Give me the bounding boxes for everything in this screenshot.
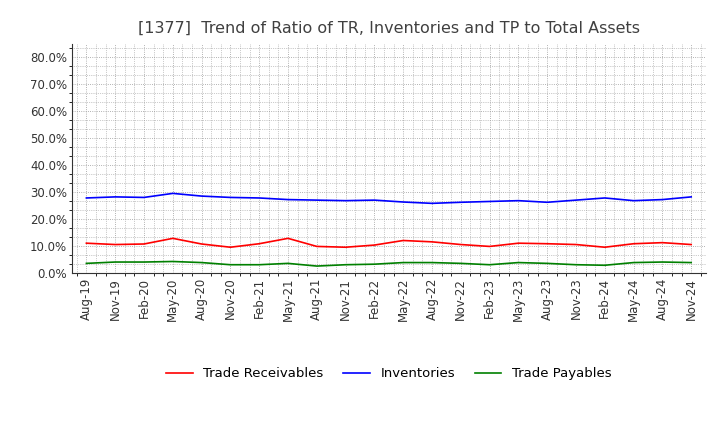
Trade Receivables <box>600 245 609 250</box>
Trade Payables <box>226 262 235 268</box>
Inventories <box>226 195 235 200</box>
Trade Payables <box>485 262 494 268</box>
Trade Payables <box>82 261 91 266</box>
Inventories <box>140 195 148 200</box>
Inventories <box>197 194 206 199</box>
Trade Payables <box>140 260 148 265</box>
Inventories <box>600 195 609 201</box>
Trade Payables <box>572 262 580 268</box>
Inventories <box>370 198 379 203</box>
Inventories <box>629 198 638 203</box>
Trade Receivables <box>140 242 148 247</box>
Trade Payables <box>399 260 408 265</box>
Inventories <box>514 198 523 203</box>
Trade Payables <box>514 260 523 265</box>
Trade Payables <box>284 261 292 266</box>
Trade Payables <box>255 262 264 268</box>
Trade Payables <box>168 259 177 264</box>
Trade Payables <box>312 264 321 269</box>
Trade Payables <box>456 261 465 266</box>
Inventories <box>428 201 436 206</box>
Inventories <box>82 195 91 201</box>
Trade Receivables <box>456 242 465 247</box>
Line: Trade Payables: Trade Payables <box>86 261 691 266</box>
Trade Receivables <box>543 241 552 246</box>
Trade Receivables <box>572 242 580 247</box>
Trade Receivables <box>111 242 120 247</box>
Inventories <box>399 199 408 205</box>
Trade Receivables <box>399 238 408 243</box>
Trade Receivables <box>197 242 206 247</box>
Trade Payables <box>428 260 436 265</box>
Trade Receivables <box>629 241 638 246</box>
Trade Receivables <box>428 239 436 245</box>
Trade Receivables <box>341 245 350 250</box>
Trade Receivables <box>370 242 379 248</box>
Trade Receivables <box>658 240 667 245</box>
Title: [1377]  Trend of Ratio of TR, Inventories and TP to Total Assets: [1377] Trend of Ratio of TR, Inventories… <box>138 21 640 36</box>
Trade Payables <box>600 263 609 268</box>
Trade Payables <box>111 260 120 265</box>
Trade Payables <box>370 261 379 267</box>
Trade Receivables <box>312 244 321 249</box>
Inventories <box>456 200 465 205</box>
Trade Payables <box>543 261 552 266</box>
Trade Payables <box>629 260 638 265</box>
Inventories <box>543 200 552 205</box>
Trade Receivables <box>168 236 177 241</box>
Inventories <box>341 198 350 203</box>
Trade Receivables <box>514 241 523 246</box>
Inventories <box>168 191 177 196</box>
Trade Receivables <box>687 242 696 247</box>
Trade Payables <box>197 260 206 265</box>
Trade Payables <box>687 260 696 265</box>
Inventories <box>111 194 120 199</box>
Inventories <box>485 199 494 204</box>
Trade Payables <box>658 260 667 265</box>
Trade Receivables <box>255 241 264 246</box>
Inventories <box>255 195 264 201</box>
Inventories <box>312 198 321 203</box>
Trade Receivables <box>226 245 235 250</box>
Inventories <box>284 197 292 202</box>
Inventories <box>572 198 580 203</box>
Inventories <box>687 194 696 199</box>
Inventories <box>658 197 667 202</box>
Legend: Trade Receivables, Inventories, Trade Payables: Trade Receivables, Inventories, Trade Pa… <box>161 362 616 385</box>
Trade Receivables <box>485 244 494 249</box>
Trade Receivables <box>82 241 91 246</box>
Trade Receivables <box>284 236 292 241</box>
Trade Payables <box>341 262 350 268</box>
Line: Inventories: Inventories <box>86 194 691 203</box>
Line: Trade Receivables: Trade Receivables <box>86 238 691 247</box>
